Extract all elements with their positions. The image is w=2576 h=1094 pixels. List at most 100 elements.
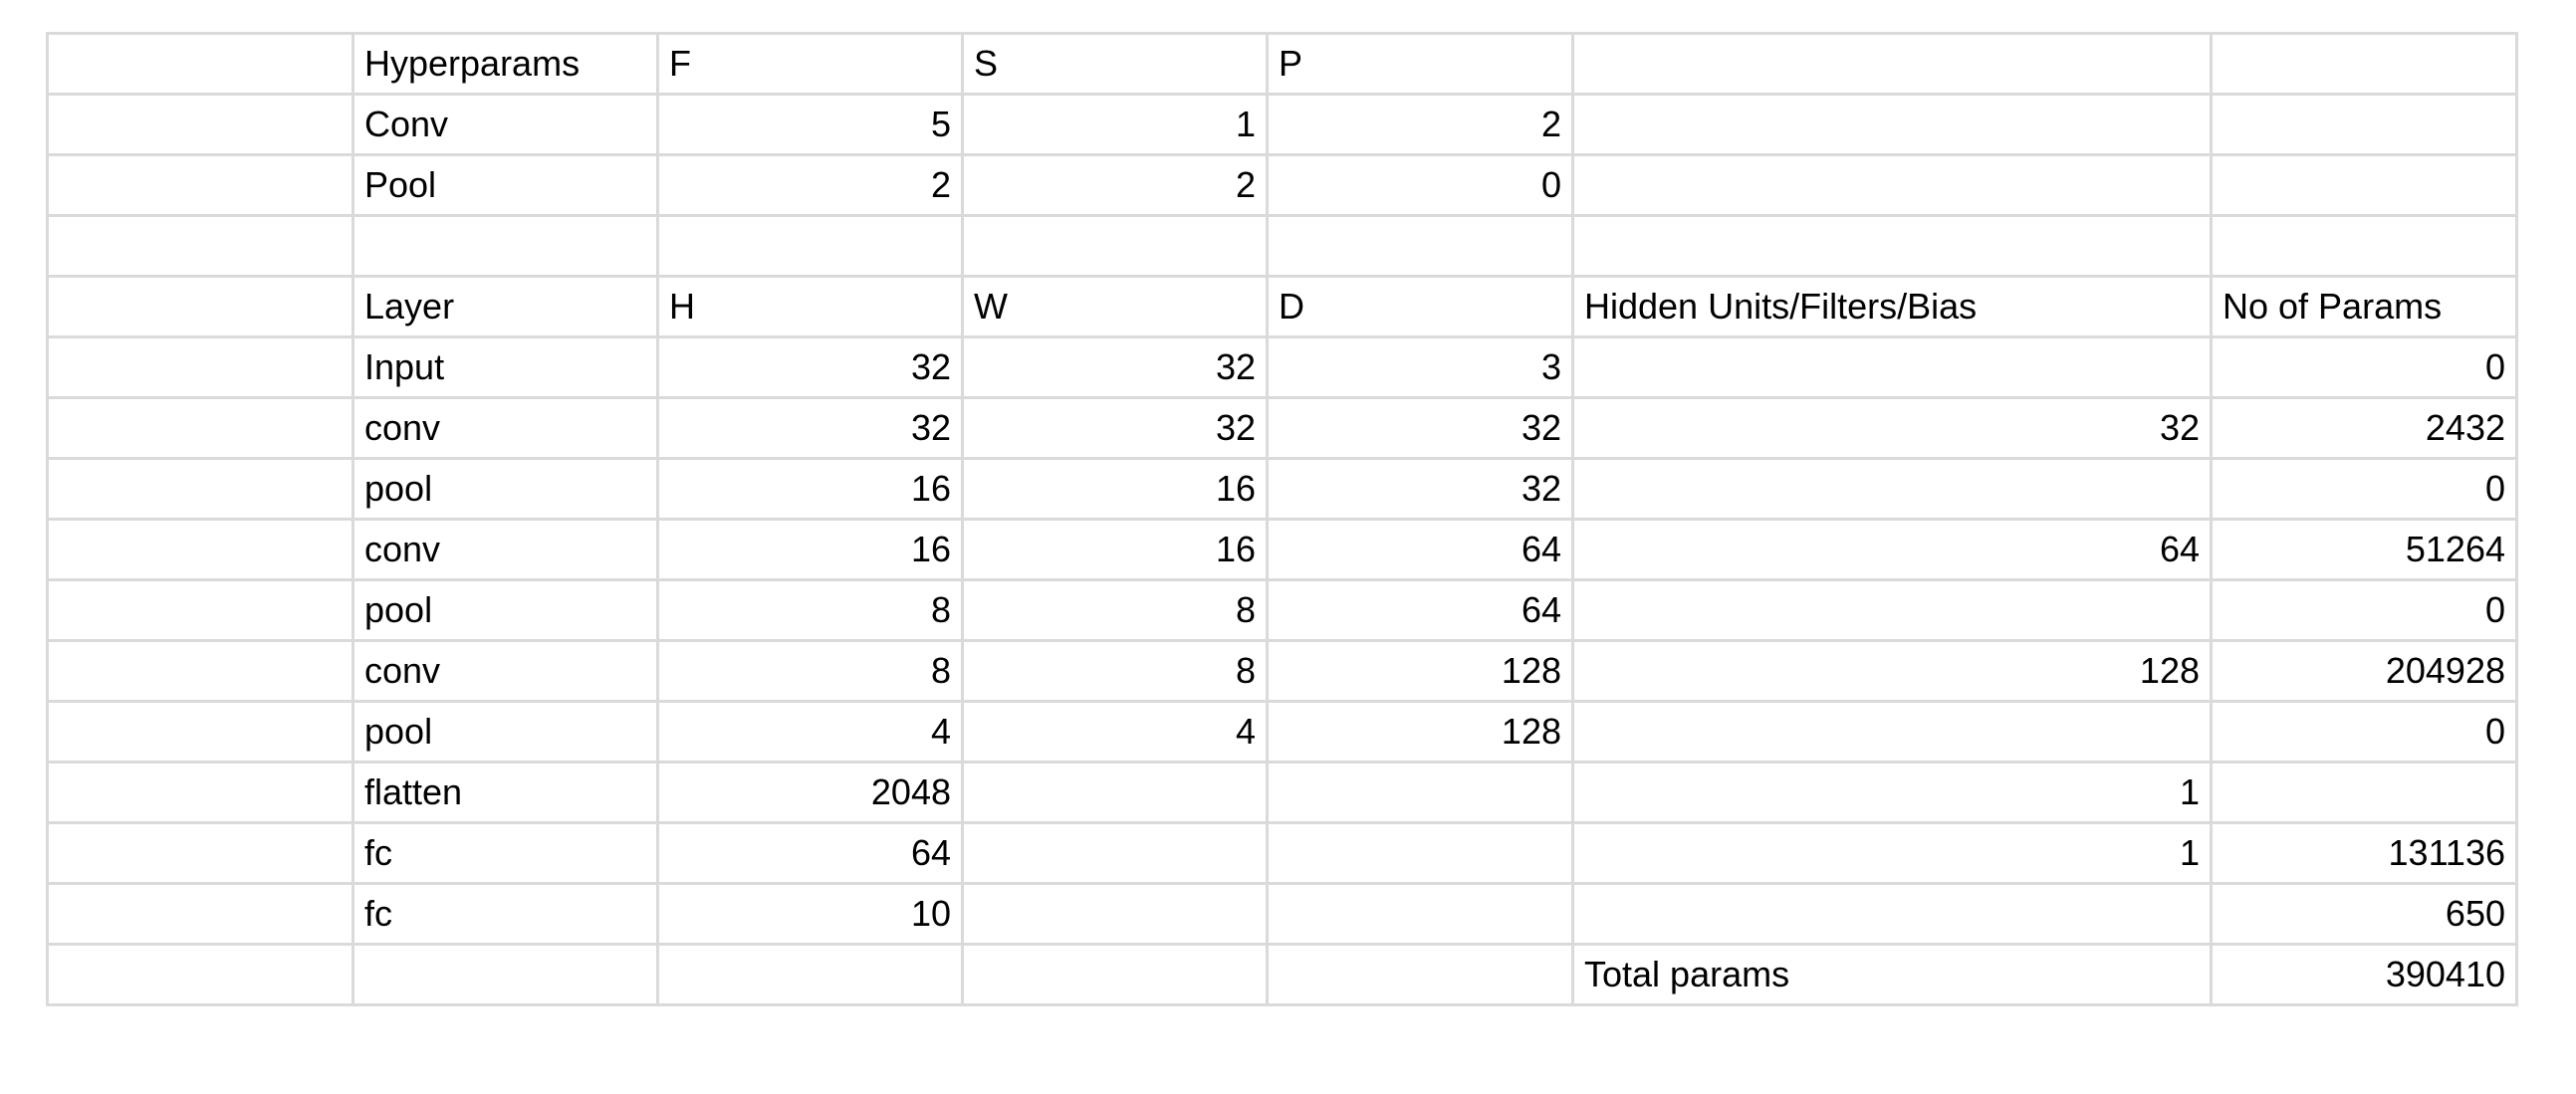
sheet-cell[interactable]: 204928 (2210, 639, 2518, 703)
sheet-cell[interactable]: 51264 (2210, 518, 2518, 581)
sheet-cell[interactable] (1266, 214, 1574, 278)
sheet-cell[interactable]: 0 (2210, 335, 2518, 399)
sheet-cell[interactable]: conv (351, 518, 659, 581)
sheet-cell[interactable]: 2 (1266, 93, 1574, 156)
sheet-cell[interactable] (351, 214, 659, 278)
sheet-cell[interactable]: 64 (656, 821, 964, 885)
sheet-cell[interactable]: F (656, 32, 964, 96)
sheet-cell[interactable]: fc (351, 882, 659, 946)
sheet-cell[interactable]: 4 (961, 700, 1269, 764)
sheet-cell[interactable]: 2048 (656, 761, 964, 824)
sheet-cell[interactable] (961, 821, 1269, 885)
sheet-cell[interactable] (1266, 761, 1574, 824)
sheet-cell[interactable]: Hidden Units/Filters/Bias (1571, 275, 2213, 338)
sheet-cell[interactable] (1571, 153, 2213, 217)
sheet-cell[interactable] (46, 275, 354, 338)
sheet-cell[interactable] (2210, 214, 2518, 278)
sheet-cell[interactable] (1266, 882, 1574, 946)
sheet-cell[interactable] (46, 882, 354, 946)
sheet-cell[interactable]: 10 (656, 882, 964, 946)
sheet-cell[interactable]: 650 (2210, 882, 2518, 946)
sheet-cell[interactable] (656, 943, 964, 1006)
sheet-cell[interactable]: 32 (961, 335, 1269, 399)
sheet-cell[interactable]: W (961, 275, 1269, 338)
sheet-cell[interactable]: 16 (961, 457, 1269, 521)
sheet-cell[interactable] (46, 761, 354, 824)
sheet-cell[interactable]: Total params (1571, 943, 2213, 1006)
sheet-cell[interactable] (46, 93, 354, 156)
sheet-cell[interactable]: pool (351, 578, 659, 642)
sheet-cell[interactable]: Layer (351, 275, 659, 338)
sheet-cell[interactable]: 16 (961, 518, 1269, 581)
sheet-cell[interactable] (2210, 761, 2518, 824)
sheet-cell[interactable]: 128 (1266, 700, 1574, 764)
sheet-cell[interactable] (1571, 214, 2213, 278)
sheet-cell[interactable]: No of Params (2210, 275, 2518, 338)
sheet-cell[interactable] (1571, 335, 2213, 399)
sheet-cell[interactable] (1571, 93, 2213, 156)
sheet-cell[interactable]: P (1266, 32, 1574, 96)
sheet-cell[interactable]: 32 (656, 396, 964, 460)
sheet-cell[interactable] (46, 214, 354, 278)
sheet-cell[interactable]: flatten (351, 761, 659, 824)
sheet-cell[interactable]: 32 (961, 396, 1269, 460)
sheet-cell[interactable]: 64 (1266, 578, 1574, 642)
sheet-cell[interactable] (2210, 32, 2518, 96)
sheet-cell[interactable]: H (656, 275, 964, 338)
sheet-cell[interactable] (46, 153, 354, 217)
sheet-cell[interactable] (1266, 821, 1574, 885)
sheet-cell[interactable]: 131136 (2210, 821, 2518, 885)
sheet-cell[interactable]: 4 (656, 700, 964, 764)
sheet-cell[interactable] (2210, 93, 2518, 156)
sheet-cell[interactable] (46, 700, 354, 764)
sheet-cell[interactable] (656, 214, 964, 278)
sheet-cell[interactable]: 390410 (2210, 943, 2518, 1006)
sheet-cell[interactable] (1266, 943, 1574, 1006)
sheet-cell[interactable]: 32 (656, 335, 964, 399)
sheet-cell[interactable]: 128 (1571, 639, 2213, 703)
sheet-cell[interactable]: 2 (656, 153, 964, 217)
sheet-cell[interactable]: Hyperparams (351, 32, 659, 96)
sheet-cell[interactable]: D (1266, 275, 1574, 338)
sheet-cell[interactable]: conv (351, 396, 659, 460)
sheet-cell[interactable]: 5 (656, 93, 964, 156)
sheet-cell[interactable]: 0 (1266, 153, 1574, 217)
sheet-cell[interactable] (46, 578, 354, 642)
sheet-cell[interactable]: Conv (351, 93, 659, 156)
sheet-cell[interactable] (1571, 32, 2213, 96)
sheet-cell[interactable] (46, 457, 354, 521)
sheet-cell[interactable]: 1 (961, 93, 1269, 156)
sheet-cell[interactable] (46, 639, 354, 703)
sheet-cell[interactable]: Input (351, 335, 659, 399)
sheet-cell[interactable] (46, 335, 354, 399)
sheet-cell[interactable]: 8 (656, 639, 964, 703)
sheet-cell[interactable]: 16 (656, 518, 964, 581)
sheet-cell[interactable]: 128 (1266, 639, 1574, 703)
sheet-cell[interactable] (46, 32, 354, 96)
sheet-cell[interactable] (46, 396, 354, 460)
sheet-cell[interactable]: 2 (961, 153, 1269, 217)
sheet-cell[interactable] (961, 761, 1269, 824)
sheet-cell[interactable]: pool (351, 457, 659, 521)
sheet-cell[interactable] (46, 821, 354, 885)
sheet-cell[interactable] (961, 214, 1269, 278)
sheet-cell[interactable]: 0 (2210, 578, 2518, 642)
sheet-cell[interactable] (46, 943, 354, 1006)
sheet-cell[interactable] (46, 518, 354, 581)
sheet-cell[interactable]: S (961, 32, 1269, 96)
sheet-cell[interactable] (961, 882, 1269, 946)
sheet-cell[interactable] (351, 943, 659, 1006)
sheet-cell[interactable]: 32 (1266, 396, 1574, 460)
sheet-cell[interactable]: 32 (1571, 396, 2213, 460)
sheet-cell[interactable]: 32 (1266, 457, 1574, 521)
sheet-cell[interactable] (961, 943, 1269, 1006)
sheet-cell[interactable]: 64 (1571, 518, 2213, 581)
sheet-cell[interactable]: pool (351, 700, 659, 764)
sheet-cell[interactable]: 0 (2210, 700, 2518, 764)
sheet-cell[interactable]: 3 (1266, 335, 1574, 399)
sheet-cell[interactable]: Pool (351, 153, 659, 217)
sheet-cell[interactable]: 8 (961, 578, 1269, 642)
sheet-cell[interactable] (1571, 700, 2213, 764)
sheet-cell[interactable] (1571, 457, 2213, 521)
sheet-cell[interactable]: 1 (1571, 761, 2213, 824)
